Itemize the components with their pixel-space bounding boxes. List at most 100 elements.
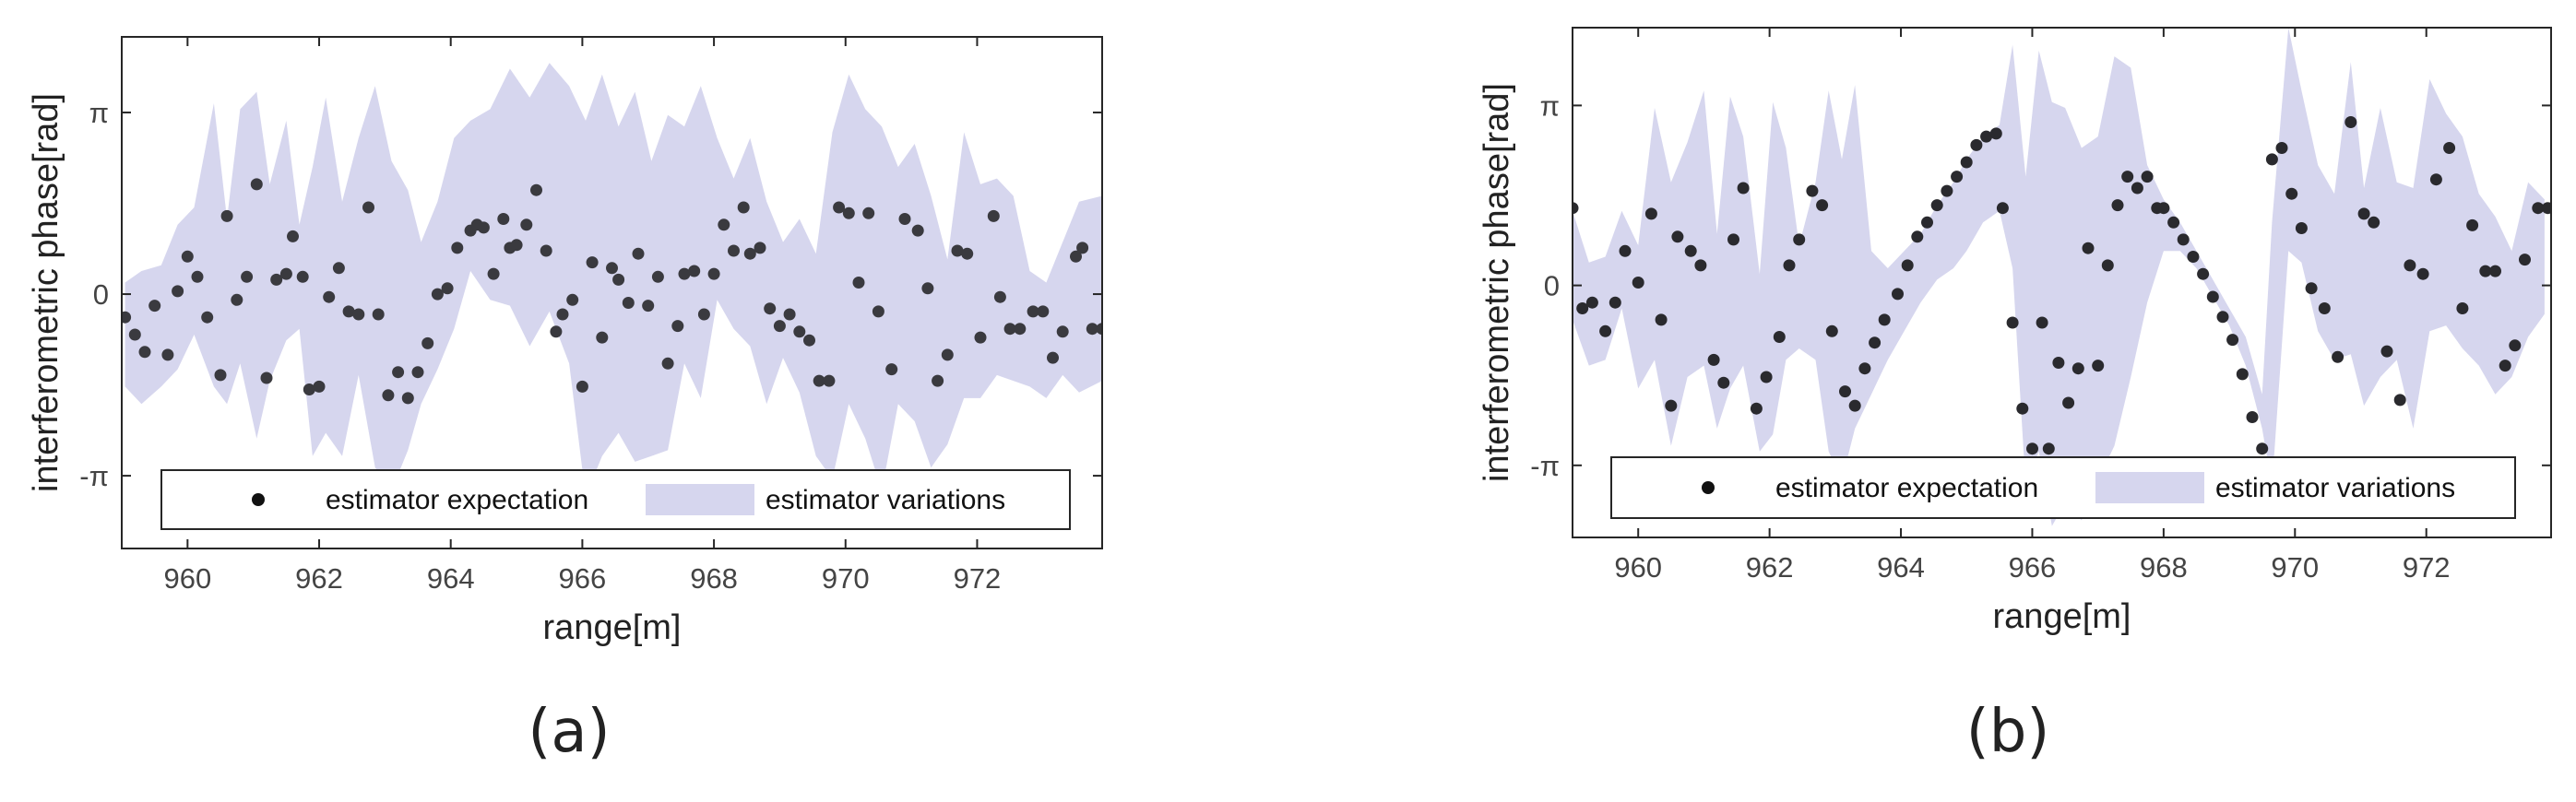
data-point bbox=[1989, 127, 2002, 140]
data-point bbox=[961, 247, 974, 260]
data-point bbox=[2052, 357, 2065, 369]
data-point bbox=[1076, 242, 1089, 254]
plot-frame bbox=[121, 36, 1103, 549]
data-point bbox=[2532, 202, 2545, 215]
y-tick-label: π bbox=[1540, 89, 1560, 122]
data-point bbox=[2236, 368, 2249, 381]
data-point bbox=[1996, 202, 2009, 215]
x-tick-label: 962 bbox=[295, 562, 343, 595]
data-point bbox=[1921, 216, 1933, 229]
data-point bbox=[2042, 442, 2055, 455]
data-point bbox=[2062, 396, 2075, 409]
legend-label-variations: estimator variations bbox=[766, 485, 1005, 515]
y-tick-label: -π bbox=[79, 460, 109, 492]
legend-label-expectation: estimator expectation bbox=[1775, 473, 2038, 503]
y-tick-label: 0 bbox=[93, 278, 109, 311]
data-point bbox=[550, 325, 563, 338]
data-point bbox=[1941, 184, 1953, 197]
data-point bbox=[671, 320, 684, 333]
data-point bbox=[270, 273, 283, 286]
data-point bbox=[1806, 184, 1819, 197]
data-point bbox=[2368, 216, 2380, 229]
data-point bbox=[1816, 199, 1829, 212]
data-point bbox=[586, 256, 599, 269]
data-point bbox=[2285, 187, 2298, 200]
data-point bbox=[612, 273, 625, 286]
legend-swatch-variations bbox=[2095, 472, 2204, 503]
data-point bbox=[2121, 171, 2134, 183]
data-point bbox=[421, 336, 434, 349]
data-point bbox=[1960, 156, 1973, 169]
data-point bbox=[1911, 230, 1924, 243]
y-tick-label: -π bbox=[1530, 450, 1560, 482]
expectation-points bbox=[122, 178, 1102, 405]
data-point bbox=[754, 242, 766, 254]
data-point bbox=[2141, 171, 2154, 183]
data-point bbox=[2499, 360, 2511, 372]
data-point bbox=[260, 372, 273, 384]
data-point bbox=[1086, 323, 1098, 336]
data-point bbox=[813, 374, 825, 387]
data-point bbox=[2246, 411, 2259, 423]
data-point bbox=[1858, 362, 1871, 375]
data-point bbox=[842, 206, 855, 219]
data-point bbox=[642, 300, 655, 313]
data-point bbox=[697, 308, 710, 321]
data-point bbox=[1760, 371, 1773, 383]
data-point bbox=[2101, 259, 2114, 272]
data-point bbox=[220, 209, 233, 222]
data-point bbox=[401, 392, 414, 405]
x-tick-label: 972 bbox=[954, 562, 1002, 595]
data-point bbox=[1573, 202, 1579, 215]
data-point bbox=[313, 380, 326, 393]
data-point bbox=[2131, 182, 2143, 195]
data-point bbox=[2226, 334, 2239, 347]
legend-swatch-variations bbox=[646, 484, 754, 515]
data-point bbox=[431, 288, 444, 301]
data-point bbox=[411, 366, 424, 379]
data-point bbox=[2016, 402, 2029, 415]
data-point bbox=[1599, 324, 1612, 337]
data-point bbox=[1671, 230, 1684, 243]
data-point bbox=[885, 363, 898, 376]
data-point bbox=[898, 213, 911, 225]
data-point bbox=[1014, 323, 1027, 336]
data-point bbox=[1951, 171, 1964, 183]
data-point bbox=[1694, 259, 1707, 272]
data-point bbox=[382, 389, 395, 402]
data-point bbox=[1980, 130, 1993, 143]
data-point bbox=[1930, 199, 1943, 212]
data-point bbox=[2489, 265, 2501, 277]
data-point bbox=[2519, 254, 2531, 266]
data-point bbox=[2026, 442, 2038, 455]
data-point bbox=[1684, 244, 1697, 257]
data-point bbox=[250, 178, 263, 191]
data-point bbox=[1056, 325, 1069, 338]
data-point bbox=[1576, 302, 1589, 314]
data-point bbox=[332, 262, 345, 275]
data-point bbox=[191, 270, 204, 283]
data-point bbox=[1773, 331, 1786, 343]
data-point bbox=[214, 369, 227, 382]
data-point bbox=[201, 311, 214, 324]
data-point bbox=[2456, 302, 2469, 314]
x-tick-label: 960 bbox=[1614, 551, 1662, 584]
data-point bbox=[1665, 399, 1678, 412]
data-point bbox=[1839, 385, 1851, 398]
x-tick-label: 968 bbox=[2140, 551, 2188, 584]
data-point bbox=[1655, 313, 1668, 326]
data-point bbox=[2466, 218, 2479, 231]
legend-label-variations: estimator variations bbox=[2215, 473, 2455, 503]
data-point bbox=[2197, 267, 2210, 280]
data-point bbox=[1003, 323, 1016, 336]
x-tick-label: 968 bbox=[690, 562, 738, 595]
data-point bbox=[1027, 305, 1039, 318]
data-point bbox=[2345, 116, 2357, 128]
data-point bbox=[2357, 207, 2370, 220]
data-point bbox=[932, 374, 944, 387]
data-point bbox=[783, 308, 796, 321]
data-point bbox=[362, 201, 374, 214]
data-point bbox=[1619, 244, 1632, 257]
data-point bbox=[743, 247, 756, 260]
data-point bbox=[793, 325, 806, 338]
